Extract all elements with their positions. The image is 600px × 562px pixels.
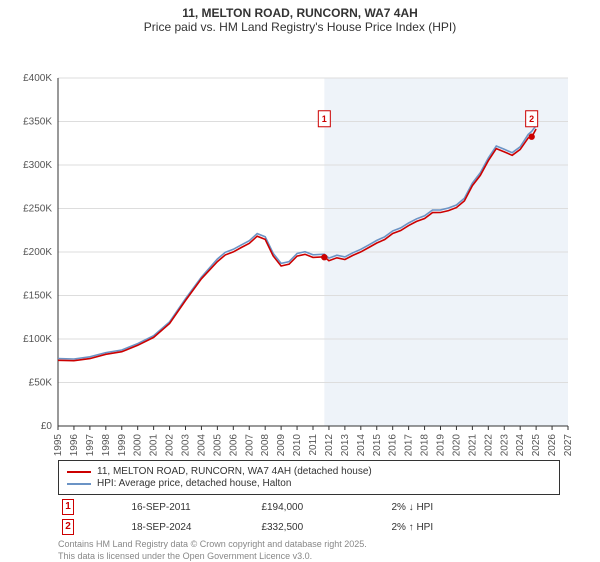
sale-delta: 2% ↑ HPI: [387, 517, 560, 537]
svg-text:2001: 2001: [149, 434, 160, 456]
svg-text:£50K: £50K: [29, 378, 53, 389]
sale-price: £332,500: [257, 517, 387, 537]
svg-text:2015: 2015: [372, 434, 383, 456]
svg-text:1996: 1996: [69, 434, 80, 456]
svg-text:2022: 2022: [483, 434, 494, 456]
chart-container: { "header": { "title": "11, MELTON ROAD,…: [0, 0, 600, 560]
svg-text:2000: 2000: [133, 434, 144, 456]
svg-text:1: 1: [322, 114, 327, 124]
sale-marker-icon: 2: [62, 519, 74, 535]
legend-swatch: [67, 483, 91, 485]
sales-table: 1 16-SEP-2011£194,0002% ↓ HPI 2 18-SEP-2024…: [58, 497, 560, 537]
chart-subtitle: Price paid vs. HM Land Registry's House …: [0, 20, 600, 34]
svg-text:2013: 2013: [340, 434, 351, 456]
chart-title: 11, MELTON ROAD, RUNCORN, WA7 4AH: [0, 6, 600, 20]
svg-text:2012: 2012: [324, 434, 335, 456]
svg-text:£150K: £150K: [23, 291, 52, 302]
svg-text:2025: 2025: [531, 434, 542, 456]
svg-text:£350K: £350K: [23, 117, 52, 128]
svg-text:2014: 2014: [356, 434, 367, 456]
svg-text:2026: 2026: [547, 434, 558, 456]
svg-text:2002: 2002: [165, 434, 176, 456]
legend-row: HPI: Average price, detached house, Halt…: [67, 478, 551, 489]
legend-label: HPI: Average price, detached house, Halt…: [97, 478, 291, 489]
svg-text:2010: 2010: [292, 434, 303, 456]
svg-text:2004: 2004: [196, 434, 207, 456]
legend-swatch: [67, 471, 91, 473]
sale-dot-2: [528, 134, 534, 140]
legend-row: 11, MELTON ROAD, RUNCORN, WA7 4AH (detac…: [67, 466, 551, 477]
sale-delta: 2% ↓ HPI: [387, 497, 560, 517]
svg-text:£400K: £400K: [23, 73, 52, 84]
sales-row: 2 18-SEP-2024£332,5002% ↑ HPI: [58, 517, 560, 537]
svg-text:2008: 2008: [260, 434, 271, 456]
svg-text:2024: 2024: [515, 434, 526, 456]
footer-line-2: This data is licensed under the Open Gov…: [58, 551, 560, 562]
legend-label: 11, MELTON ROAD, RUNCORN, WA7 4AH (detac…: [97, 466, 372, 477]
sale-date: 18-SEP-2024: [127, 517, 257, 537]
svg-text:£200K: £200K: [23, 247, 52, 258]
svg-text:2018: 2018: [420, 434, 431, 456]
svg-text:2007: 2007: [244, 434, 255, 456]
svg-text:2003: 2003: [181, 434, 192, 456]
svg-text:£300K: £300K: [23, 160, 52, 171]
svg-text:£0: £0: [41, 421, 53, 432]
svg-text:1995: 1995: [53, 434, 64, 456]
svg-text:1997: 1997: [85, 434, 96, 456]
svg-text:2021: 2021: [467, 434, 478, 456]
svg-text:2027: 2027: [563, 434, 574, 456]
price-chart: £0 £50K £100K £150K £200K £250K £300K £350K £400…: [0, 36, 600, 456]
attribution-footer: Contains HM Land Registry data © Crown c…: [58, 539, 560, 562]
sales-row: 1 16-SEP-2011£194,0002% ↓ HPI: [58, 497, 560, 517]
svg-text:2016: 2016: [388, 434, 399, 456]
svg-text:2: 2: [529, 114, 534, 124]
svg-text:1999: 1999: [117, 434, 128, 456]
svg-text:1998: 1998: [101, 434, 112, 456]
svg-text:2006: 2006: [228, 434, 239, 456]
sale-marker-icon: 1: [62, 499, 74, 515]
sale-date: 16-SEP-2011: [127, 497, 257, 517]
svg-text:2019: 2019: [436, 434, 447, 456]
sale-dot-1: [321, 254, 327, 260]
svg-text:£250K: £250K: [23, 204, 52, 215]
footer-line-1: Contains HM Land Registry data © Crown c…: [58, 539, 560, 551]
svg-text:2011: 2011: [308, 434, 319, 456]
legend: 11, MELTON ROAD, RUNCORN, WA7 4AH (detac…: [58, 460, 560, 495]
svg-text:2020: 2020: [451, 434, 462, 456]
svg-text:2005: 2005: [212, 434, 223, 456]
svg-text:£100K: £100K: [23, 334, 52, 345]
sale-price: £194,000: [257, 497, 387, 517]
svg-text:2023: 2023: [499, 434, 510, 456]
svg-text:2009: 2009: [276, 434, 287, 456]
chart-header: 11, MELTON ROAD, RUNCORN, WA7 4AH Price …: [0, 0, 600, 36]
svg-text:2017: 2017: [404, 434, 415, 456]
